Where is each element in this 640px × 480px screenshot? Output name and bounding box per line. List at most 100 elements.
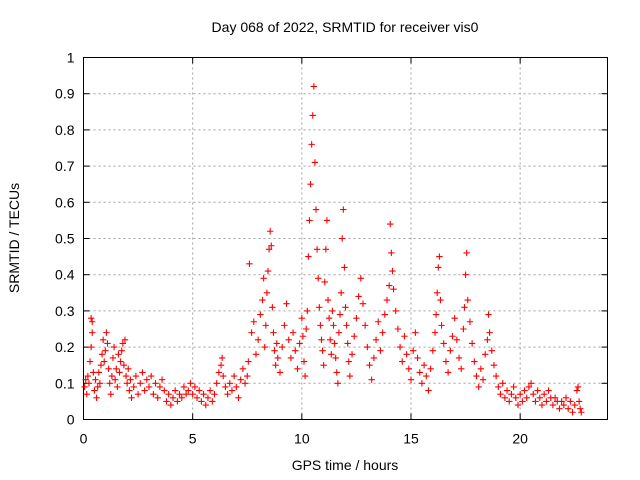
data-point xyxy=(381,311,388,318)
data-point xyxy=(482,351,489,358)
data-point xyxy=(569,409,576,416)
data-point xyxy=(484,336,491,344)
data-point xyxy=(333,369,340,376)
data-point xyxy=(532,398,539,405)
data-point xyxy=(565,405,572,412)
data-point xyxy=(132,372,140,380)
data-point xyxy=(442,358,450,365)
data-point xyxy=(343,322,350,329)
data-point xyxy=(139,369,146,376)
data-point xyxy=(451,314,458,322)
x-tick-label: 15 xyxy=(403,431,419,447)
data-point xyxy=(150,390,157,398)
x-tick-label: 5 xyxy=(189,431,197,447)
data-point xyxy=(503,387,511,394)
data-point xyxy=(316,304,323,311)
x-tick-label: 10 xyxy=(294,431,310,447)
data-point xyxy=(320,362,327,369)
data-point xyxy=(257,311,264,318)
data-point xyxy=(226,380,233,387)
data-point xyxy=(337,289,345,296)
data-point xyxy=(123,380,131,387)
data-point xyxy=(304,307,311,315)
data-point xyxy=(328,351,335,358)
data-point xyxy=(324,296,332,304)
data-point xyxy=(237,376,244,383)
data-point xyxy=(497,390,504,398)
data-point xyxy=(327,336,334,344)
data-point xyxy=(161,387,168,394)
data-point xyxy=(215,369,223,376)
y-tick-label: 0.8 xyxy=(55,122,75,138)
data-point xyxy=(427,365,434,373)
data-point xyxy=(416,369,423,376)
data-point xyxy=(260,275,267,282)
data-point xyxy=(355,293,362,300)
data-point xyxy=(344,340,351,347)
data-point xyxy=(510,383,517,391)
data-point xyxy=(209,398,216,405)
data-point xyxy=(85,380,93,387)
data-point xyxy=(418,380,426,387)
data-point xyxy=(538,401,546,409)
data-point xyxy=(87,343,95,351)
data-point xyxy=(268,242,275,249)
data-point xyxy=(383,296,391,304)
data-point xyxy=(301,372,309,380)
data-series-vis0 xyxy=(81,83,585,416)
data-point xyxy=(306,217,313,224)
data-point xyxy=(95,369,102,376)
data-point xyxy=(143,376,151,383)
data-point xyxy=(414,354,421,362)
data-point xyxy=(357,275,364,282)
data-point xyxy=(377,347,384,354)
data-point xyxy=(114,383,121,391)
data-point xyxy=(233,383,240,391)
data-point xyxy=(248,329,255,336)
data-point xyxy=(103,329,110,336)
y-tick-label: 0.1 xyxy=(55,375,75,391)
data-point xyxy=(545,387,552,394)
data-point xyxy=(265,246,273,253)
data-point xyxy=(90,369,97,376)
data-point xyxy=(241,380,249,387)
data-point xyxy=(283,300,290,307)
data-point xyxy=(305,253,312,260)
data-point xyxy=(387,220,394,228)
data-point xyxy=(272,362,279,369)
data-point xyxy=(125,365,132,373)
data-point xyxy=(501,394,509,401)
data-point xyxy=(440,340,447,347)
data-point xyxy=(461,304,468,311)
data-point xyxy=(525,383,533,391)
x-tick-label: 20 xyxy=(512,431,528,447)
data-point xyxy=(89,329,96,336)
data-point xyxy=(222,383,229,391)
data-point xyxy=(468,340,476,347)
chart-title: Day 068 of 2022, SRMTID for receiver vis… xyxy=(212,19,479,35)
data-point xyxy=(527,380,535,387)
data-point xyxy=(172,387,179,394)
data-point xyxy=(575,398,583,405)
data-point xyxy=(264,267,272,275)
data-point xyxy=(270,329,277,336)
data-point xyxy=(423,372,430,380)
data-point xyxy=(375,318,382,325)
data-point xyxy=(449,333,456,340)
data-point xyxy=(303,325,310,333)
data-point xyxy=(120,362,128,369)
data-point xyxy=(97,362,105,369)
data-point xyxy=(91,387,98,394)
data-point xyxy=(368,376,375,383)
data-point xyxy=(341,264,348,271)
data-point xyxy=(206,387,214,394)
data-point xyxy=(336,311,344,318)
data-point xyxy=(315,275,322,282)
data-point xyxy=(432,311,440,318)
data-point xyxy=(385,282,393,289)
data-point xyxy=(289,329,297,336)
data-point xyxy=(420,362,428,369)
data-point xyxy=(196,387,203,394)
data-point xyxy=(403,351,410,358)
